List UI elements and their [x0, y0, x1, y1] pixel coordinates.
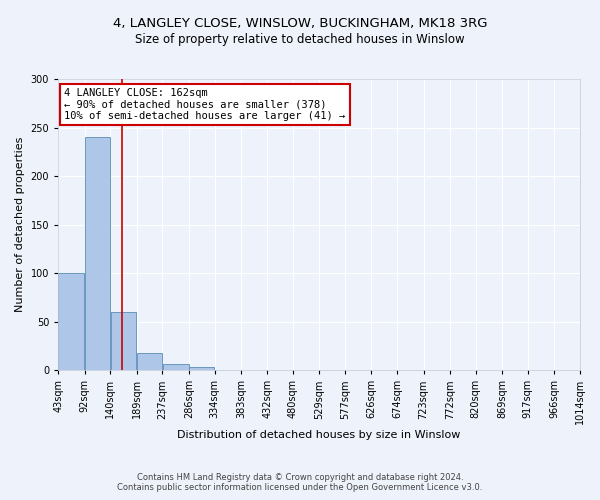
Text: 4 LANGLEY CLOSE: 162sqm
← 90% of detached houses are smaller (378)
10% of semi-d: 4 LANGLEY CLOSE: 162sqm ← 90% of detache… — [64, 88, 346, 121]
X-axis label: Distribution of detached houses by size in Winslow: Distribution of detached houses by size … — [178, 430, 461, 440]
Bar — [85, 137, 110, 370]
Y-axis label: Number of detached properties: Number of detached properties — [15, 137, 25, 312]
Text: 4, LANGLEY CLOSE, WINSLOW, BUCKINGHAM, MK18 3RG: 4, LANGLEY CLOSE, WINSLOW, BUCKINGHAM, M… — [113, 18, 487, 30]
Bar — [189, 368, 214, 370]
Text: Contains HM Land Registry data © Crown copyright and database right 2024.: Contains HM Land Registry data © Crown c… — [137, 472, 463, 482]
Text: Contains public sector information licensed under the Open Government Licence v3: Contains public sector information licen… — [118, 482, 482, 492]
Bar — [110, 312, 136, 370]
Bar — [163, 364, 188, 370]
Bar — [137, 352, 162, 370]
Bar — [58, 273, 84, 370]
Text: Size of property relative to detached houses in Winslow: Size of property relative to detached ho… — [135, 32, 465, 46]
